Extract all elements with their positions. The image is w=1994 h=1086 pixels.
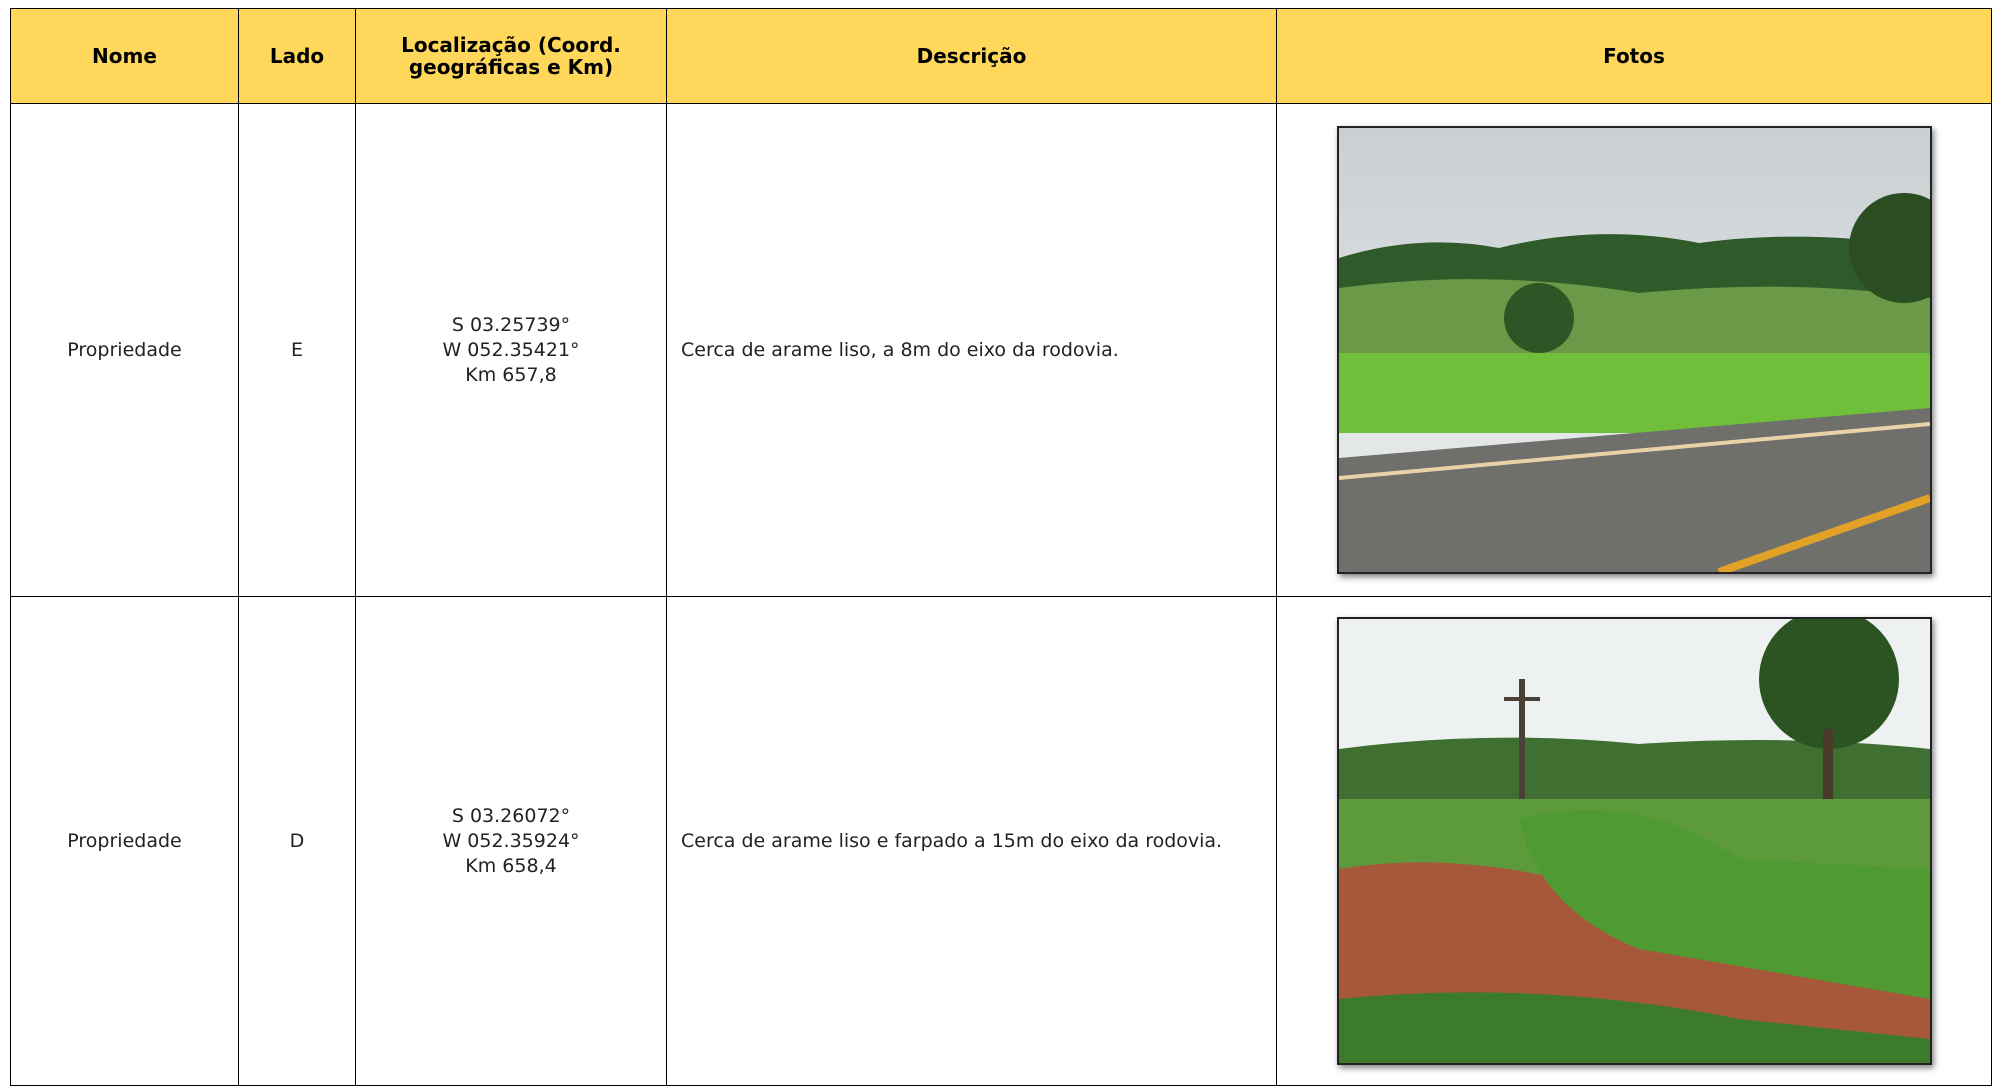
survey-table: Nome Lado Localização (Coord. geográfica… <box>10 8 1992 1086</box>
loc-line: W 052.35421° <box>442 338 580 361</box>
loc-line: Km 658,4 <box>465 854 557 877</box>
localizacao: S 03.25739° W 052.35421° Km 657,8 <box>355 103 667 597</box>
header-cell: Nome <box>10 8 239 104</box>
photo <box>1336 617 1932 1065</box>
descricao: Cerca de arame liso e farpado a 15m do e… <box>666 596 1277 1086</box>
lado: D <box>238 596 356 1086</box>
photo <box>1336 126 1932 574</box>
loc-line: Km 657,8 <box>465 363 557 386</box>
descricao: Cerca de arame liso, a 8m do eixo da rod… <box>666 103 1277 597</box>
localizacao: S 03.26072° W 052.35924° Km 658,4 <box>355 596 667 1086</box>
header-cell: Localização (Coord. geográficas e Km) <box>355 8 667 104</box>
lado: E <box>238 103 356 597</box>
nome: Propriedade <box>10 596 239 1086</box>
row: Propriedade D S 03.26072° W 052.35924° K… <box>10 596 1992 1086</box>
nome: Propriedade <box>10 103 239 597</box>
header-cell: Descrição <box>666 8 1277 104</box>
header-cell: Fotos <box>1276 8 1992 104</box>
loc-line: W 052.35924° <box>442 829 580 852</box>
foto-cell <box>1276 596 1992 1086</box>
loc-line: S 03.25739° <box>451 313 571 336</box>
foto-cell <box>1276 103 1992 597</box>
header-row: Nome Lado Localização (Coord. geográfica… <box>10 8 1992 104</box>
header-cell: Lado <box>238 8 356 104</box>
loc-line: S 03.26072° <box>451 804 571 827</box>
row: Propriedade E S 03.25739° W 052.35421° K… <box>10 103 1992 597</box>
